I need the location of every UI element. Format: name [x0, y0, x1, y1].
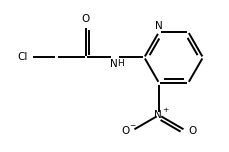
- Text: H: H: [117, 59, 124, 68]
- Text: −: −: [129, 123, 135, 129]
- Text: N: N: [109, 59, 117, 69]
- Text: Cl: Cl: [17, 52, 28, 62]
- Text: O: O: [121, 126, 129, 136]
- Text: O: O: [81, 14, 90, 24]
- Text: N: N: [154, 21, 161, 31]
- Text: N: N: [153, 110, 161, 120]
- Text: O: O: [188, 126, 196, 136]
- Text: +: +: [161, 107, 168, 113]
